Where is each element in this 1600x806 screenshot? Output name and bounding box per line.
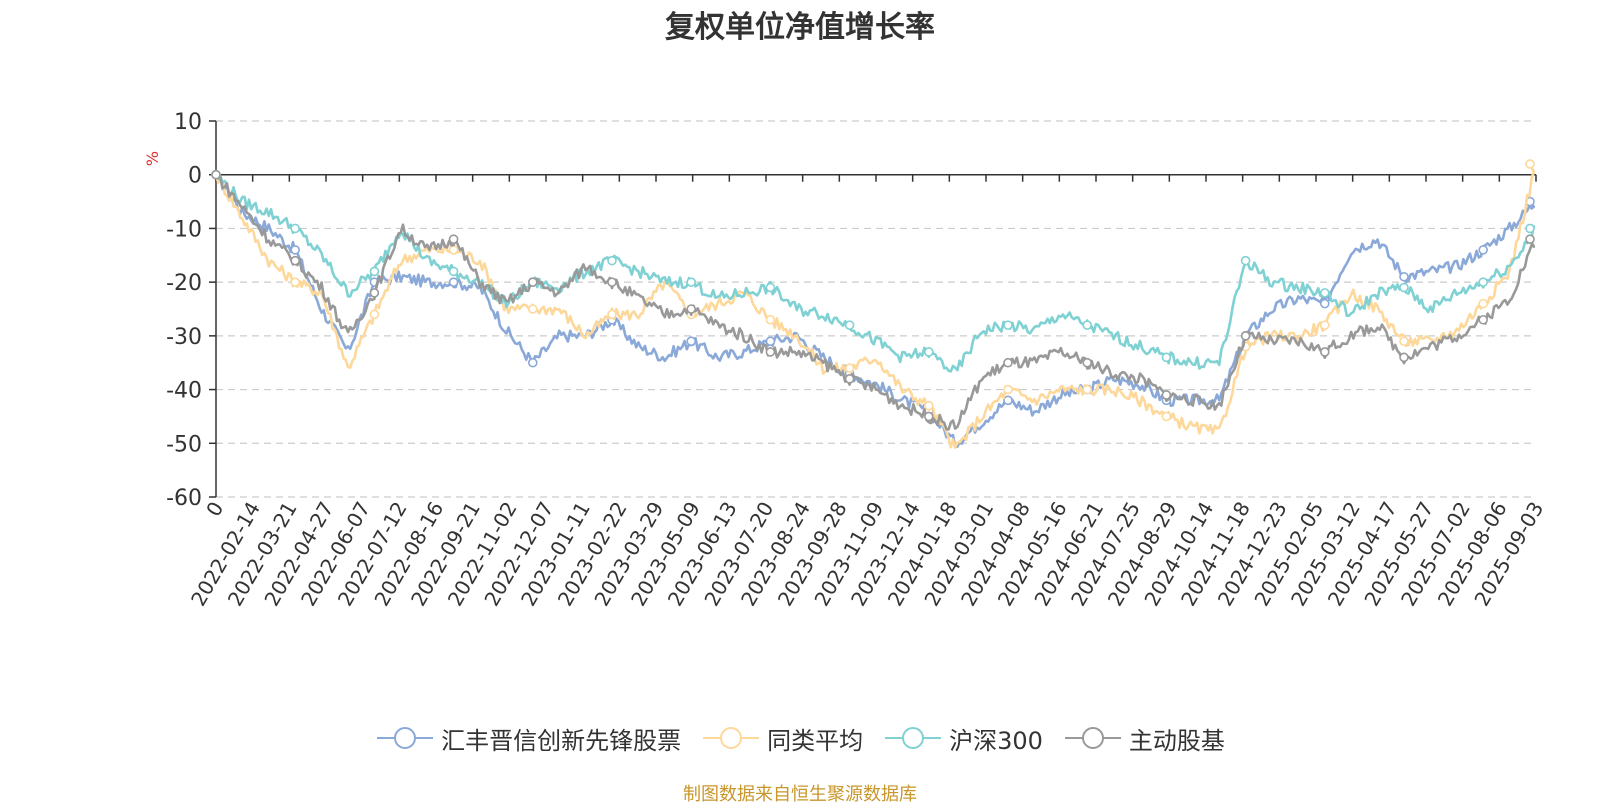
series-point: [1161, 352, 1172, 363]
series-point: [448, 234, 459, 244]
series-point: [1003, 357, 1013, 368]
axes: 100-10-20-30-40-50-60%02022-02-142022-03…: [143, 110, 1548, 610]
series-point: [369, 309, 380, 320]
series-point: [1478, 314, 1488, 325]
series-point: [765, 336, 776, 347]
line-chart: 100-10-20-30-40-50-60%02022-02-142022-03…: [143, 110, 1548, 610]
legend-label: 主动股基: [1128, 726, 1225, 755]
series-point: [1399, 271, 1409, 282]
series-point: [290, 245, 301, 255]
y-tick-label: -60: [166, 486, 202, 511]
chart-title: 复权单位净值增长率: [665, 10, 935, 45]
series-point: [1240, 255, 1251, 266]
legend-label: 汇丰晋信创新先锋股票: [441, 726, 682, 755]
y-tick-label: 0: [188, 164, 202, 189]
data-source-note: 制图数据来自恒生聚源数据库: [683, 784, 917, 805]
series-point: [1399, 352, 1409, 363]
series-point: [923, 411, 934, 422]
y-tick-label: -50: [166, 432, 202, 457]
series-point: [1161, 390, 1172, 400]
series-point: [1082, 320, 1092, 330]
series-point: [527, 304, 538, 314]
series-point: [1320, 320, 1330, 330]
series-point: [1320, 298, 1330, 309]
series-point: [369, 266, 380, 277]
series-point: [1525, 234, 1535, 244]
series-point: [1003, 384, 1013, 395]
series-point: [448, 245, 459, 255]
series-line: [214, 174, 1536, 373]
series-point: [290, 255, 301, 266]
y-tick-label: -10: [166, 217, 202, 242]
series-point: [1003, 320, 1013, 330]
series-point: [607, 309, 617, 320]
legend-line-circle-icon: [1064, 727, 1121, 749]
y-tick-label: -20: [166, 271, 202, 296]
series-point: [686, 336, 697, 347]
legend-label: 沪深300: [949, 726, 1043, 755]
series-point: [527, 277, 538, 287]
series-point: [923, 400, 934, 411]
series-point: [844, 320, 855, 330]
series-point: [1082, 357, 1092, 368]
legend-item[interactable]: 主动股基: [1063, 721, 1225, 756]
series-point: [1478, 298, 1488, 309]
series-point: [844, 374, 855, 384]
series-point: [607, 255, 617, 266]
series-point: [844, 363, 855, 373]
series-point: [211, 169, 221, 180]
series-point: [1478, 277, 1488, 287]
series-point: [1320, 288, 1330, 298]
series-point: [290, 277, 301, 287]
series-point: [1399, 336, 1409, 347]
legend-item[interactable]: 汇丰晋信创新先锋股票: [375, 721, 681, 756]
series-point: [1525, 159, 1535, 169]
y-axis-label: %: [143, 151, 162, 166]
legend-line-circle-icon: [377, 727, 434, 749]
x-tick-label: 0: [201, 498, 228, 521]
series-point: [1003, 395, 1013, 406]
series-line: [214, 163, 1536, 449]
y-tick-label: -40: [166, 379, 202, 404]
series-point: [1478, 245, 1488, 255]
series-lines: [211, 159, 1536, 449]
series-point: [290, 223, 301, 234]
series-point: [686, 277, 697, 287]
legend-item[interactable]: 同类平均: [701, 721, 863, 756]
series-point: [1161, 411, 1172, 422]
series-point: [369, 288, 380, 298]
series-point: [1320, 347, 1330, 357]
series-point: [1082, 384, 1092, 395]
series-point: [686, 304, 697, 314]
series-line: [215, 173, 1536, 431]
series-point: [527, 357, 538, 368]
series-point: [923, 347, 934, 357]
series-point: [765, 314, 776, 325]
series-point: [1240, 331, 1251, 341]
y-tick-label: -30: [166, 325, 202, 350]
series-point: [607, 277, 617, 287]
y-tick-label: 10: [174, 110, 202, 135]
legend-label: 同类平均: [767, 726, 864, 755]
legend: 汇丰晋信创新先锋股票 同类平均 沪深300 主动股基: [0, 718, 1600, 758]
legend-line-circle-icon: [885, 727, 942, 749]
legend-line-circle-icon: [703, 727, 760, 749]
series-point: [1525, 223, 1535, 234]
series-point: [448, 277, 459, 287]
series-point: [765, 282, 776, 293]
series-point: [765, 347, 776, 357]
series-point: [448, 266, 459, 277]
series-line: [215, 171, 1536, 449]
series-point: [1399, 282, 1409, 293]
legend-item[interactable]: 沪深300: [883, 721, 1043, 756]
